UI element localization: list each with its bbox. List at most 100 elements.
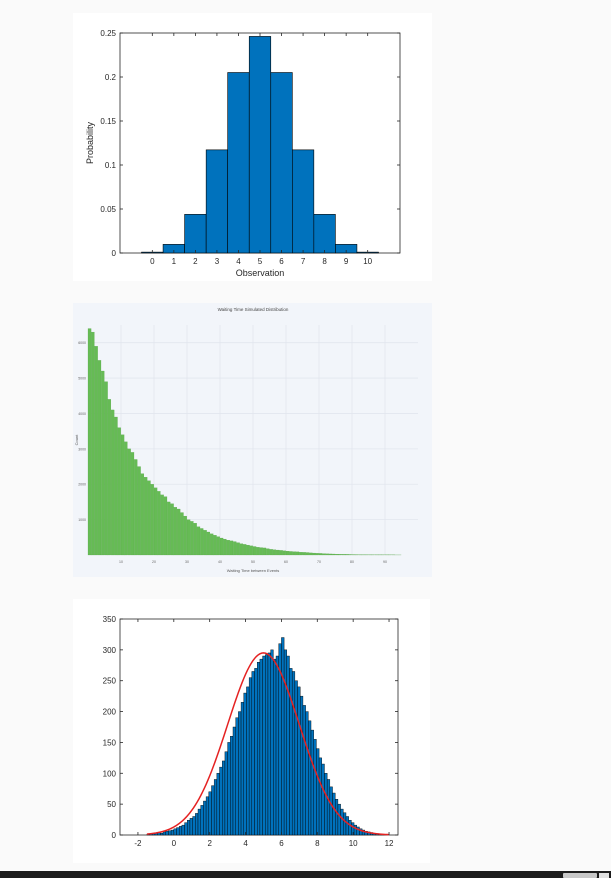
- histogram-bar: [275, 655, 279, 836]
- y-tick-label: 100: [103, 769, 117, 778]
- waiting-time-chart-panel: 1000 2000 3000 4000 5000 6000 10 20 30 40 50 60 70 80…: [73, 303, 432, 577]
- y-tick-label: 0.2: [105, 73, 117, 82]
- histogram-bar: [308, 720, 312, 836]
- histogram-bar: [300, 695, 304, 836]
- histogram-bar: [328, 553, 333, 556]
- histogram-bar: [210, 533, 214, 556]
- x-axis-label: Waiting Time between Events: [227, 568, 280, 573]
- histogram-bar: [117, 427, 121, 556]
- bar: [313, 214, 336, 254]
- histogram-bar: [187, 819, 191, 836]
- scroll-right-button[interactable]: [599, 873, 609, 878]
- histogram-bar: [110, 409, 115, 556]
- x-tick-label: 40: [218, 560, 222, 564]
- x-tick-label: 50: [251, 560, 255, 564]
- histogram-bar: [276, 549, 280, 556]
- histogram-bar: [246, 544, 250, 556]
- histogram-bar: [289, 551, 293, 556]
- x-tick-label: 0: [150, 257, 155, 266]
- bar: [292, 149, 315, 254]
- histogram-bar: [200, 805, 204, 836]
- histogram-bar: [282, 550, 286, 556]
- histogram-bar: [233, 541, 237, 556]
- histogram-bar: [160, 494, 164, 556]
- histogram-bar: [246, 686, 250, 836]
- histogram-bar: [94, 346, 98, 556]
- y-tick-label: 250: [103, 677, 117, 686]
- histogram-bar: [186, 519, 191, 556]
- x-tick-label: 9: [344, 257, 349, 266]
- x-tick-label: 4: [243, 839, 248, 848]
- histogram-bar: [203, 800, 207, 836]
- x-tick-label: 10: [349, 839, 358, 848]
- y-axis-label: Probability: [85, 121, 95, 164]
- histogram-bar: [302, 705, 306, 836]
- histogram-bar: [107, 399, 111, 556]
- y-tick-label: 0: [112, 831, 117, 840]
- y-tick-label: 0.25: [100, 29, 116, 38]
- x-tick-label: 7: [301, 257, 306, 266]
- histogram-bar: [176, 508, 181, 556]
- x-tick-label: 3: [215, 257, 220, 266]
- histogram-bar: [345, 554, 349, 556]
- histogram-bar: [183, 515, 187, 556]
- histogram-bar: [297, 686, 301, 836]
- histogram-bar: [134, 459, 138, 556]
- histogram-bar: [219, 766, 223, 836]
- histogram-bar: [223, 538, 227, 556]
- histogram-bar: [342, 554, 346, 556]
- histogram-bar: [143, 477, 148, 556]
- bar: [248, 36, 272, 254]
- bar: [205, 149, 228, 254]
- histogram-bar: [197, 808, 201, 836]
- histogram-bar: [337, 803, 341, 836]
- histogram-bar: [216, 536, 220, 556]
- histogram-bar: [257, 662, 261, 836]
- histogram-bar: [294, 680, 298, 836]
- histogram-bar: [249, 545, 253, 556]
- histogram-bar: [137, 466, 141, 556]
- histogram-bar: [295, 551, 300, 556]
- histogram-bar: [176, 827, 180, 836]
- histogram-bar: [178, 826, 183, 836]
- y-tick-label: 5000: [78, 377, 86, 381]
- x-tick-label: 10: [363, 257, 372, 266]
- histogram-bar: [216, 773, 220, 836]
- histogram-bar: [312, 552, 316, 556]
- normal-fit-histogram: 0 50 100 150 200 250 300 350 -2 0 2 4 6 8 10 12: [103, 615, 399, 848]
- histogram-bar: [168, 830, 172, 836]
- x-tick-label: 1: [172, 257, 177, 266]
- histogram-bar: [213, 779, 218, 836]
- histogram-bar: [316, 748, 320, 836]
- chart-title: Waiting Time Simulated Distribution: [218, 307, 289, 312]
- x-tick-label: -2: [134, 839, 142, 848]
- histogram-bar: [353, 824, 357, 836]
- histogram-bar: [281, 637, 285, 836]
- y-tick-label: 0.1: [105, 161, 117, 170]
- histogram-bar: [292, 551, 296, 556]
- horizontal-scrollbar-thumb[interactable]: [563, 873, 597, 878]
- y-tick-label: 1000: [78, 518, 86, 522]
- histogram-bar: [229, 540, 234, 556]
- histogram-bar: [343, 812, 347, 836]
- histogram-bar: [124, 441, 128, 556]
- histogram-bar: [348, 819, 352, 836]
- histogram-bar: [256, 547, 260, 556]
- histogram-bar: [160, 832, 164, 836]
- y-tick-label: 0: [112, 249, 117, 258]
- x-tick-label: 20: [152, 560, 156, 564]
- histogram-bar: [236, 542, 240, 556]
- histogram-bar: [208, 791, 212, 836]
- histogram-bar: [291, 671, 296, 836]
- histogram-bar: [348, 554, 352, 556]
- x-tick-label: 6: [279, 257, 284, 266]
- histogram-bar: [130, 452, 135, 556]
- x-tick-label: 80: [350, 560, 354, 564]
- histogram-bar: [189, 818, 193, 836]
- histogram-bar: [326, 779, 331, 836]
- x-tick-label: 2: [207, 839, 212, 848]
- histogram-bar: [181, 824, 185, 836]
- bottom-bar: [0, 871, 611, 878]
- histogram-bar: [170, 503, 174, 556]
- histogram-bar: [238, 711, 242, 836]
